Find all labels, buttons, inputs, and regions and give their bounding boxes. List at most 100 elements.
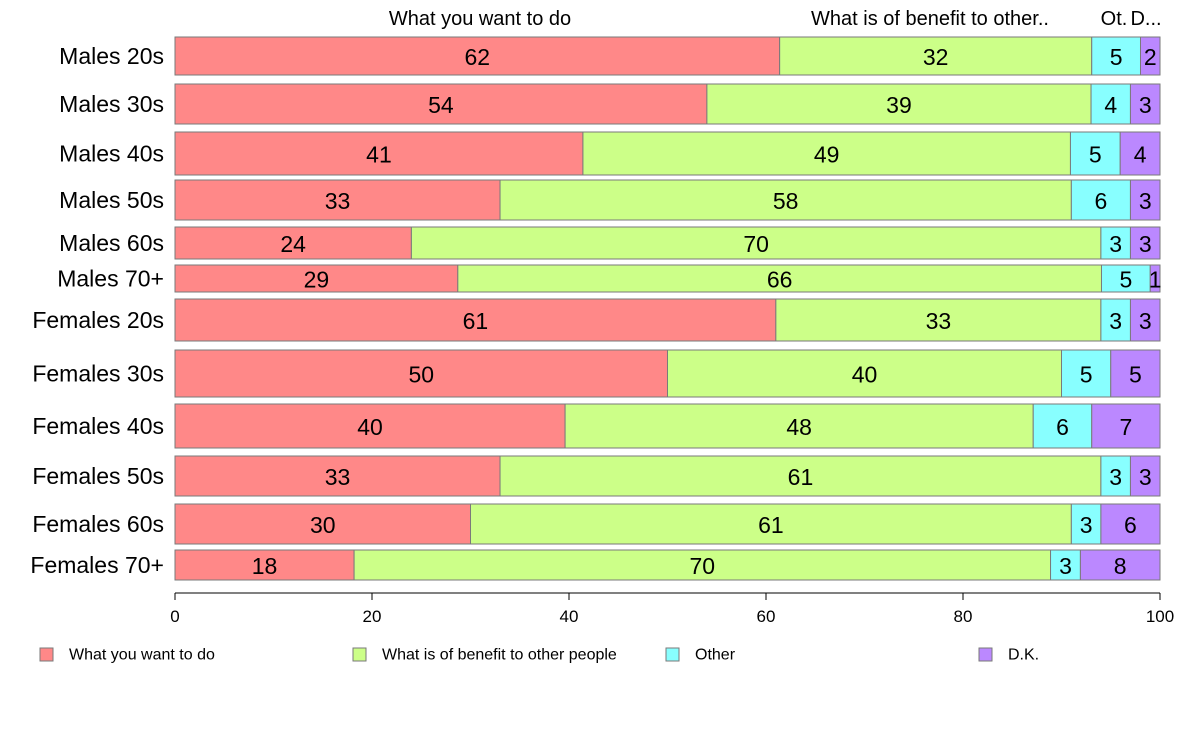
data-label: 1 [1149, 267, 1162, 293]
data-label: 8 [1114, 553, 1127, 579]
category-label: Females 40s [32, 413, 164, 439]
data-label: 6 [1124, 512, 1137, 538]
legend-swatch [352, 647, 367, 662]
category-label: Females 70+ [30, 552, 164, 578]
bar-segment [470, 503, 1072, 545]
bar-segment [1119, 131, 1161, 176]
legend-swatch [39, 647, 54, 662]
bar-segment [564, 403, 1034, 449]
column-header: D... [1130, 8, 1161, 30]
data-label: 6 [1095, 188, 1108, 214]
data-label: 33 [325, 464, 351, 490]
category-label: Males 20s [59, 43, 164, 69]
data-label: 24 [280, 231, 306, 257]
data-label: 40 [357, 414, 383, 440]
bar-segment [174, 83, 708, 125]
legend-label: What you want to do [69, 647, 215, 664]
x-tick-label: 20 [363, 607, 382, 626]
bars: 62 32 5 254 39 4 341 49 5 433 58 6 324 70 3 329 66 5 161 33… [174, 36, 1162, 581]
data-label: 33 [325, 188, 351, 214]
bar-segment [706, 83, 1092, 125]
data-label: 61 [788, 464, 814, 490]
data-label: 3 [1109, 308, 1122, 334]
bar-segment [410, 226, 1102, 260]
data-label: 30 [310, 512, 336, 538]
data-label: 61 [463, 308, 489, 334]
x-tick-label: 80 [954, 607, 973, 626]
bar-segment [1100, 503, 1161, 545]
data-label: 5 [1129, 362, 1142, 388]
category-label: Males 40s [59, 141, 164, 167]
bar-segment [174, 349, 668, 398]
data-label: 49 [814, 142, 840, 168]
legend: What you want to do What is of benefit to… [39, 647, 1039, 664]
bar-segment [457, 264, 1102, 293]
bar-segment [1129, 179, 1161, 221]
bar-segment [1139, 36, 1161, 76]
legend-label: What is of benefit to other people [382, 647, 617, 664]
data-label: 6 [1056, 414, 1069, 440]
bar-segment [1050, 549, 1081, 581]
category-label: Females 20s [32, 307, 164, 333]
bar-segment [1100, 298, 1131, 342]
bar-segment [174, 503, 471, 545]
legend-label: Other [695, 647, 736, 664]
bar-segment [1069, 131, 1121, 176]
data-label: 2 [1144, 44, 1157, 70]
bar-segment [1061, 349, 1112, 398]
data-label: 41 [366, 142, 392, 168]
bar-segment [1090, 83, 1131, 125]
column-header: Ot. [1101, 8, 1128, 30]
data-label: 18 [252, 553, 278, 579]
data-label: 40 [852, 362, 878, 388]
bar-segment [1070, 503, 1102, 545]
column-headers: What you want to do What is of benefit to… [389, 8, 1162, 30]
bar-segment [174, 455, 501, 497]
data-label: 32 [923, 44, 949, 70]
data-label: 48 [786, 414, 812, 440]
data-label: 5 [1119, 267, 1132, 293]
bar-segment [1100, 226, 1131, 260]
data-label: 29 [304, 267, 330, 293]
data-label: 61 [758, 512, 784, 538]
x-tick-label: 0 [170, 607, 179, 626]
column-header: What you want to do [389, 8, 571, 30]
data-label: 3 [1139, 464, 1152, 490]
bar-segment [174, 226, 412, 260]
column-header: What is of benefit to other.. [811, 8, 1049, 30]
data-label: 5 [1089, 142, 1102, 168]
data-label: 3 [1139, 231, 1152, 257]
data-label: 3 [1109, 231, 1122, 257]
data-label: 54 [428, 92, 454, 118]
bar-segment [1100, 264, 1151, 293]
bar-segment [174, 131, 584, 176]
bar-segment [499, 455, 1102, 497]
data-label: 58 [773, 188, 799, 214]
bar-segment [1032, 403, 1093, 449]
bar-segment [1091, 36, 1141, 76]
category-label: Females 30s [32, 361, 164, 387]
bar-segment [499, 179, 1072, 221]
bar-segment [174, 298, 777, 342]
bar-segment [1100, 455, 1131, 497]
legend-swatch [665, 647, 680, 662]
bar-segment [1110, 349, 1161, 398]
data-label: 4 [1134, 142, 1147, 168]
bar-segment [1129, 226, 1161, 260]
category-label: Males 30s [59, 91, 164, 117]
data-label: 3 [1059, 553, 1072, 579]
data-label: 4 [1104, 92, 1117, 118]
bar-segment [174, 179, 501, 221]
data-label: 39 [886, 92, 912, 118]
data-label: 70 [743, 231, 769, 257]
data-label: 3 [1109, 464, 1122, 490]
data-label: 3 [1139, 188, 1152, 214]
data-label: 62 [465, 44, 491, 70]
bar-segment [1129, 83, 1161, 125]
legend-label: D.K. [1008, 647, 1039, 664]
data-label: 5 [1110, 44, 1123, 70]
x-tick-label: 60 [757, 607, 776, 626]
bar-segment [779, 36, 1093, 76]
category-label: Males 70+ [57, 266, 164, 292]
